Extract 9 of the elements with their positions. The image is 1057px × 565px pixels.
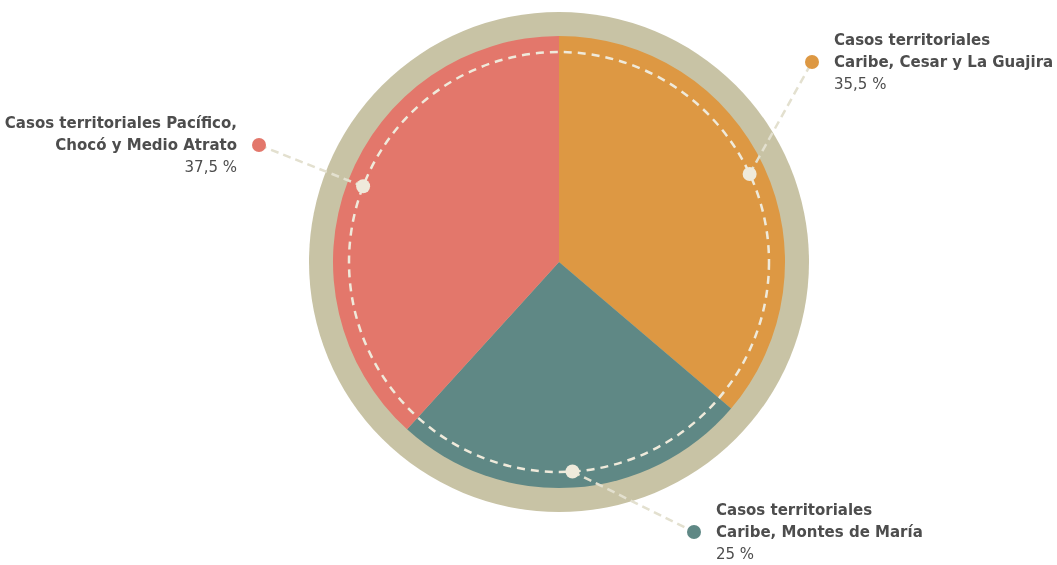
pie-slice bbox=[407, 262, 732, 488]
data-label: 35,5 % bbox=[834, 75, 887, 93]
slice-label: Casos territoriales Pacífico, Chocó y Medio Atrato bbox=[4, 114, 237, 154]
pie-slice bbox=[333, 36, 559, 430]
slice-label: Casos territoriales Caribe, Montes de María bbox=[716, 501, 923, 541]
data-label: 25 % bbox=[716, 545, 755, 563]
pie-slice bbox=[559, 36, 785, 409]
slice-label: Casos territoriales Caribe, Cesar y La Guajira bbox=[834, 31, 1054, 71]
data-label: 37,5 % bbox=[184, 158, 237, 176]
